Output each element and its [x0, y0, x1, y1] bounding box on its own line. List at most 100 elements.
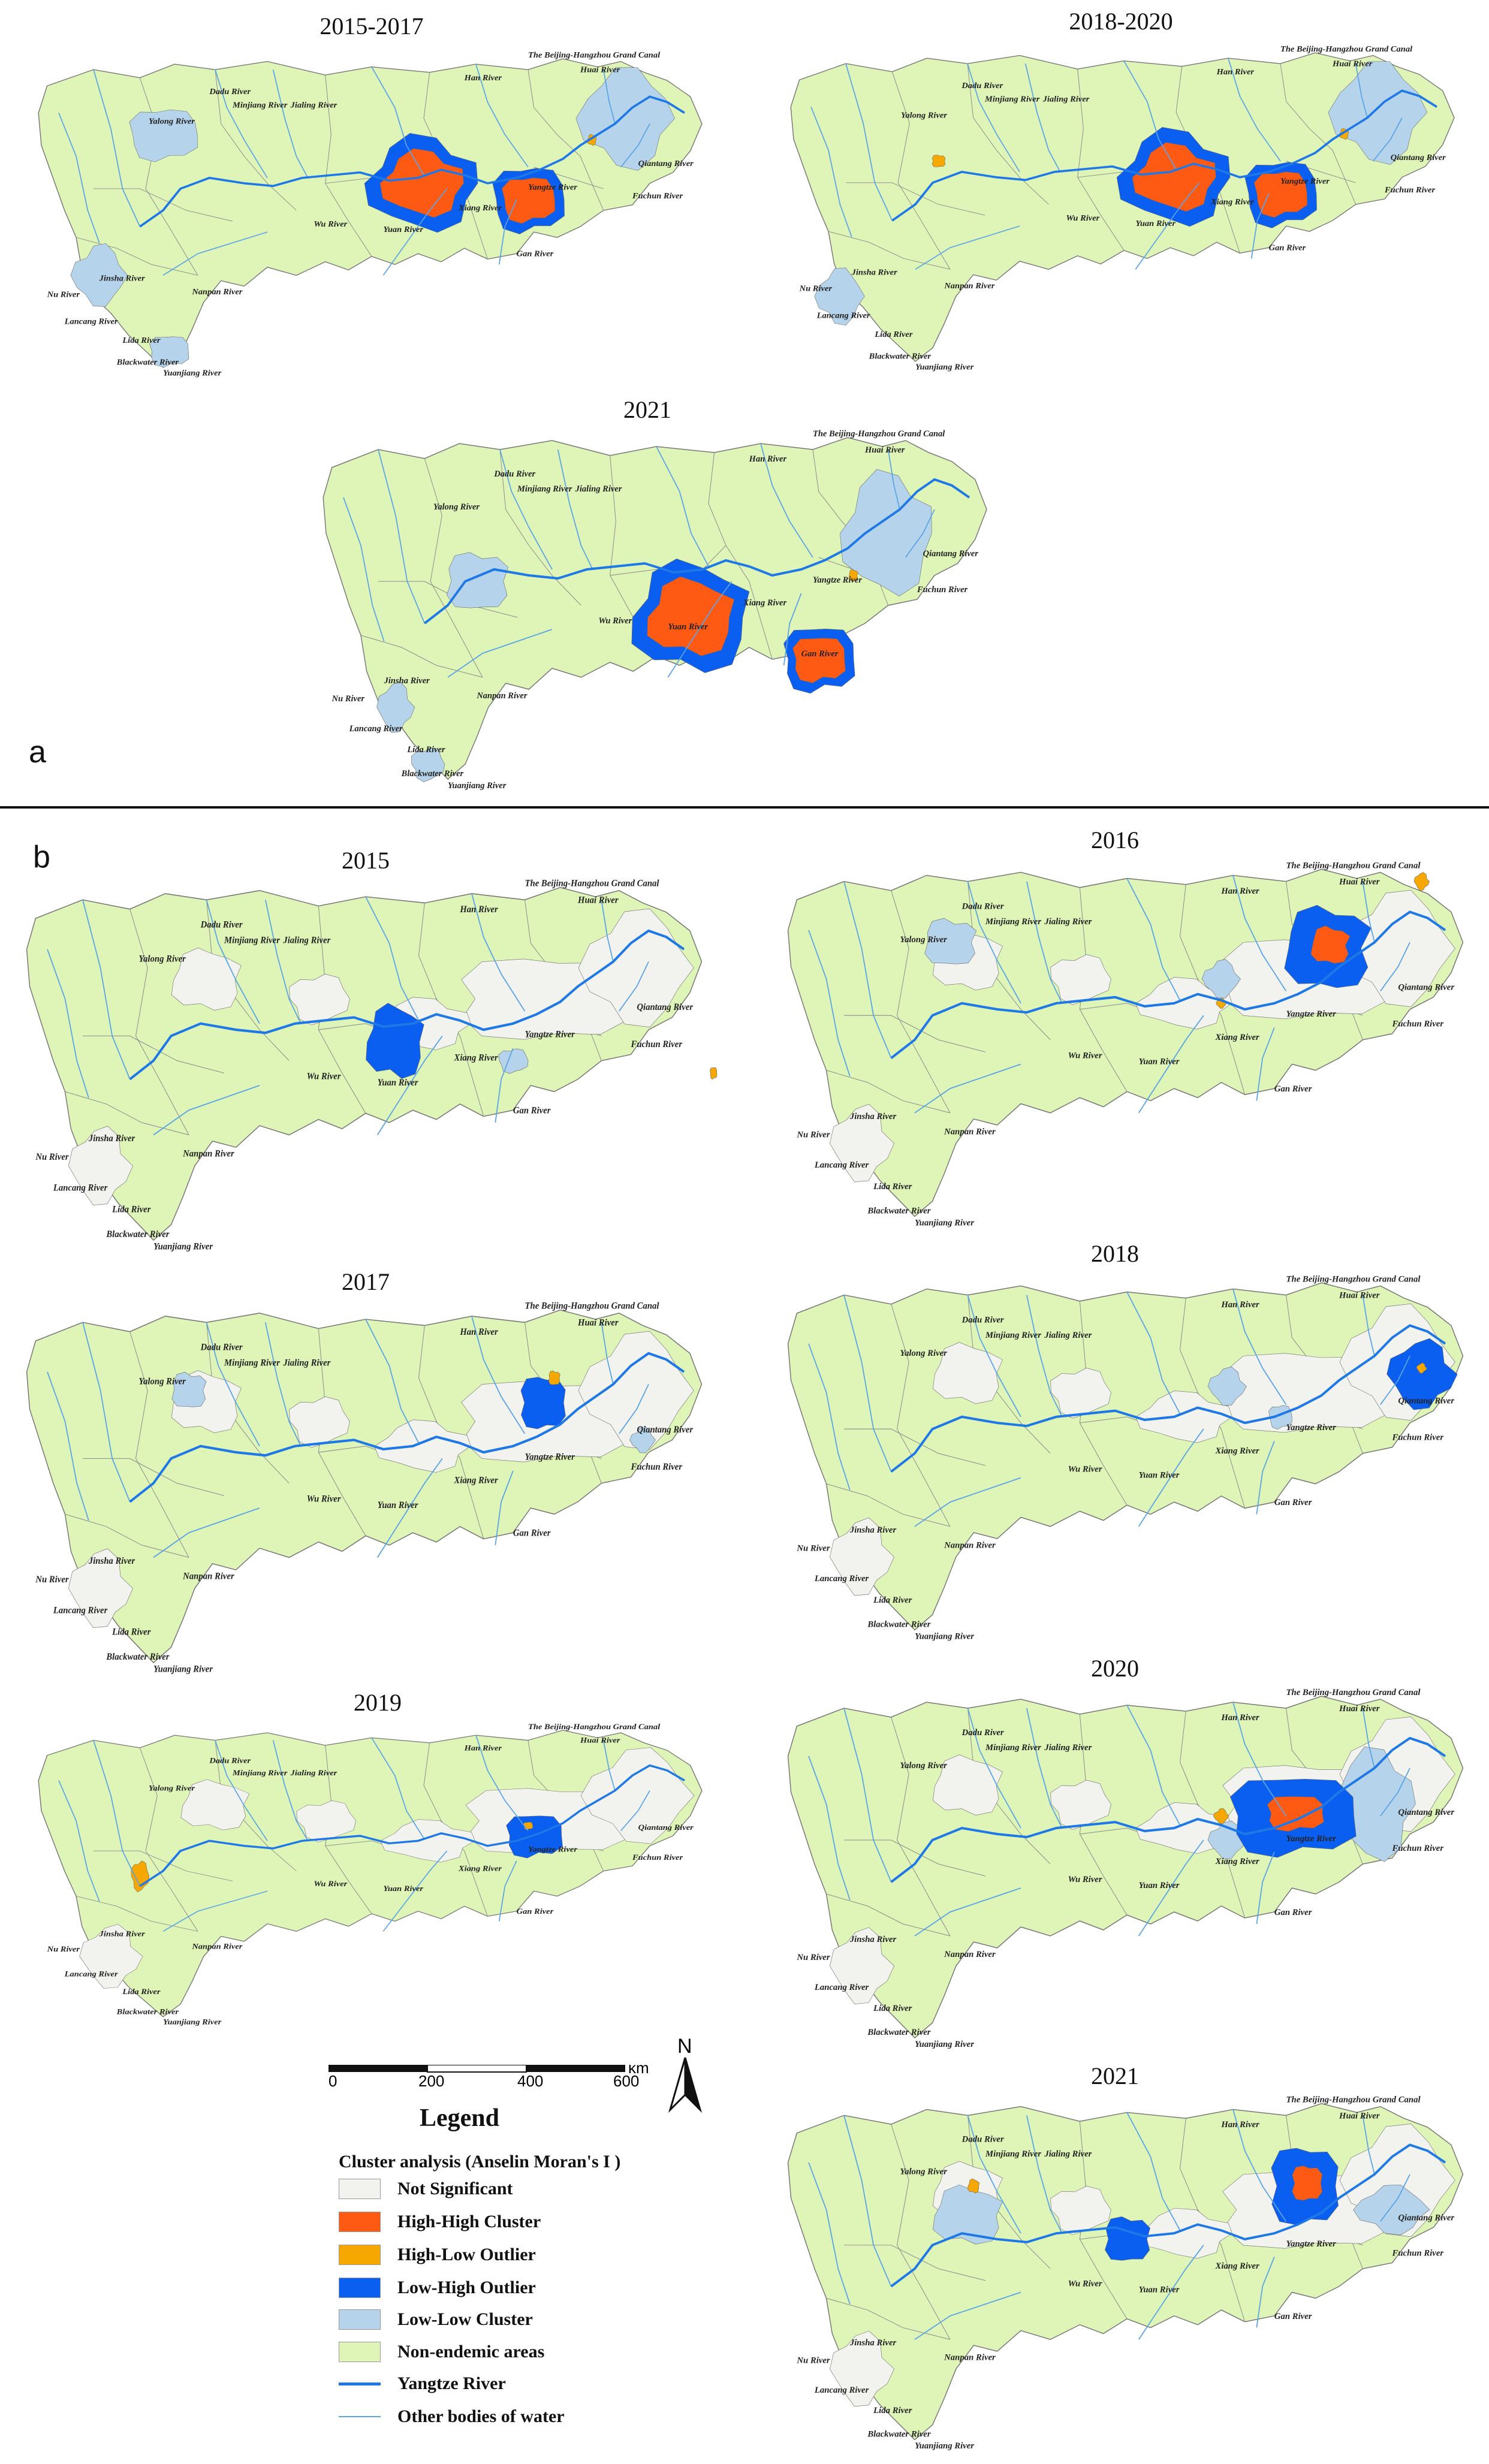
- river-label: Han River: [464, 1744, 502, 1752]
- river-label: Yuan River: [1139, 1057, 1180, 1066]
- other-water-line: [808, 2162, 851, 2305]
- river-label: Yangtze River: [525, 1030, 575, 1039]
- yangtze-river-line: [890, 1324, 1446, 1473]
- river-label: Huai River: [1339, 2111, 1380, 2121]
- other-water-line: [1362, 2115, 1375, 2175]
- other-water-line: [843, 1295, 892, 1472]
- river-label: Jinsha River: [99, 1930, 146, 1938]
- river-label: Nanpan River: [944, 281, 995, 290]
- other-water-line: [343, 497, 385, 642]
- subbasin-boundary: [206, 1322, 290, 1484]
- river-label: Huai River: [580, 1736, 620, 1745]
- river-label: Minjiang River: [985, 1331, 1041, 1340]
- low-low-cluster: [70, 243, 128, 307]
- scale-bar: 0 200 400 600 km: [328, 2059, 664, 2090]
- low-low-cluster: [411, 747, 445, 783]
- scale-unit: km: [628, 2065, 649, 2077]
- subbasin-boundary: [1077, 69, 1125, 251]
- not-significant-area: [289, 973, 350, 1026]
- river-label: Gan River: [1274, 1908, 1312, 1917]
- river-label: Nu River: [796, 1130, 830, 1139]
- river-label: Yuanjiang River: [153, 1242, 213, 1251]
- high-high-cluster: [1267, 1796, 1324, 1832]
- river-label: Lancang River: [814, 1160, 869, 1170]
- subbasin-boundary: [215, 1740, 297, 1871]
- river-label: Jinsha River: [849, 1935, 897, 1944]
- legend-swatch: [339, 2278, 381, 2298]
- river-label: Minjiang River: [224, 936, 280, 945]
- not-significant-area: [1050, 1368, 1111, 1419]
- river-label: Yalong River: [138, 954, 186, 964]
- other-water-line: [843, 881, 892, 1058]
- other-water-line: [843, 2115, 892, 2287]
- scale-tick-0: 0: [328, 2072, 337, 2089]
- river-label: Xiang River: [1215, 1446, 1259, 1456]
- subbasin-boundary: [891, 1304, 951, 1527]
- high-high-cluster: [1292, 2166, 1323, 2201]
- legend-label: High-High Cluster: [397, 2212, 541, 2231]
- map-title-b-2019: 2019: [354, 1689, 402, 1716]
- river-label: Qiantang River: [1398, 982, 1454, 992]
- other-water-line: [471, 893, 526, 1012]
- map-title-b-2020: 2020: [1091, 1655, 1139, 1682]
- river-label: Yuanjiang River: [163, 2017, 222, 2026]
- other-water-line: [905, 509, 935, 558]
- not-significant-area: [68, 1548, 133, 1628]
- river-label: Dadu River: [961, 1728, 1004, 1738]
- river-label: Han River: [1220, 1713, 1259, 1723]
- other-water-line: [914, 1063, 1021, 1114]
- river-label: Lancang River: [64, 1970, 119, 1979]
- map-title-b-2018: 2018: [1091, 1240, 1139, 1267]
- yangtze-river-line: [890, 1736, 1446, 1883]
- legend-swatch: [339, 2245, 381, 2265]
- map-title-b-2017: 2017: [342, 1268, 390, 1295]
- river-label: Nanpan River: [191, 1942, 243, 1950]
- river-label: Minjiang River: [985, 917, 1041, 927]
- subbasin-boundary: [826, 1893, 951, 1937]
- river-label: Dadu River: [209, 87, 251, 96]
- legend-subtitle: Cluster analysis (Anselin Moran's I ): [339, 2152, 621, 2172]
- river-label: Blackwater River: [401, 769, 464, 779]
- subbasin-boundary: [1179, 2118, 1246, 2322]
- river-label: Jialing River: [1044, 2149, 1092, 2159]
- river-label: Yangtze River: [1286, 2239, 1337, 2249]
- subbasin-boundary: [129, 1331, 189, 1558]
- river-label: Yuan River: [378, 1078, 418, 1088]
- legend-item: High-Low Outlier: [339, 2242, 536, 2268]
- other-water-line: [93, 1740, 141, 1887]
- other-water-line: [845, 63, 893, 221]
- other-water-line: [967, 1295, 1021, 1418]
- river-label: The Beijing-Hangzhou Grand Canal: [1286, 1688, 1421, 1697]
- high-high-cluster: [1310, 925, 1351, 964]
- river-label: Han River: [1220, 1300, 1259, 1310]
- river-label: Yalong River: [900, 1349, 947, 1358]
- low-low-cluster: [1207, 1367, 1247, 1406]
- other-water-line: [58, 113, 100, 243]
- high-low-outlier: [932, 155, 946, 167]
- other-water-line: [843, 1708, 892, 1883]
- other-water-line: [915, 225, 1020, 270]
- low-low-cluster: [924, 918, 977, 964]
- subbasin-boundary: [891, 1717, 951, 1937]
- other-water-line: [1256, 1851, 1275, 1925]
- subbasin-boundary: [844, 1428, 986, 1466]
- river-label: Jinsha River: [88, 1134, 135, 1144]
- river-label: The Beijing-Hangzhou Grand Canal: [1286, 1274, 1421, 1284]
- river-label: Wu River: [314, 1880, 348, 1888]
- river-label: The Beijing-Hangzhou Grand Canal: [525, 879, 660, 888]
- scale-tick-400: 400: [517, 2072, 543, 2089]
- river-label: Blackwater River: [867, 1619, 930, 1629]
- not-significant-area: [932, 1342, 1003, 1404]
- river-label: Yalong River: [149, 1784, 195, 1792]
- river-label: Jinsha River: [99, 274, 146, 283]
- map-a-2021: The Beijing-Hangzhou Grand Canal Huai Riv…: [309, 426, 1004, 797]
- high-low-outlier: [1416, 1362, 1427, 1374]
- other-water-line: [495, 1470, 514, 1546]
- river-label: Yuan River: [383, 1884, 423, 1893]
- low-high-outlier: [520, 1377, 566, 1429]
- river-label: Nanpan River: [944, 1127, 996, 1136]
- subbasin-boundary: [967, 881, 1051, 1041]
- other-water-line: [498, 1860, 517, 1922]
- legend-item: Non-endemic areas: [339, 2339, 544, 2365]
- other-water-line: [47, 1371, 89, 1521]
